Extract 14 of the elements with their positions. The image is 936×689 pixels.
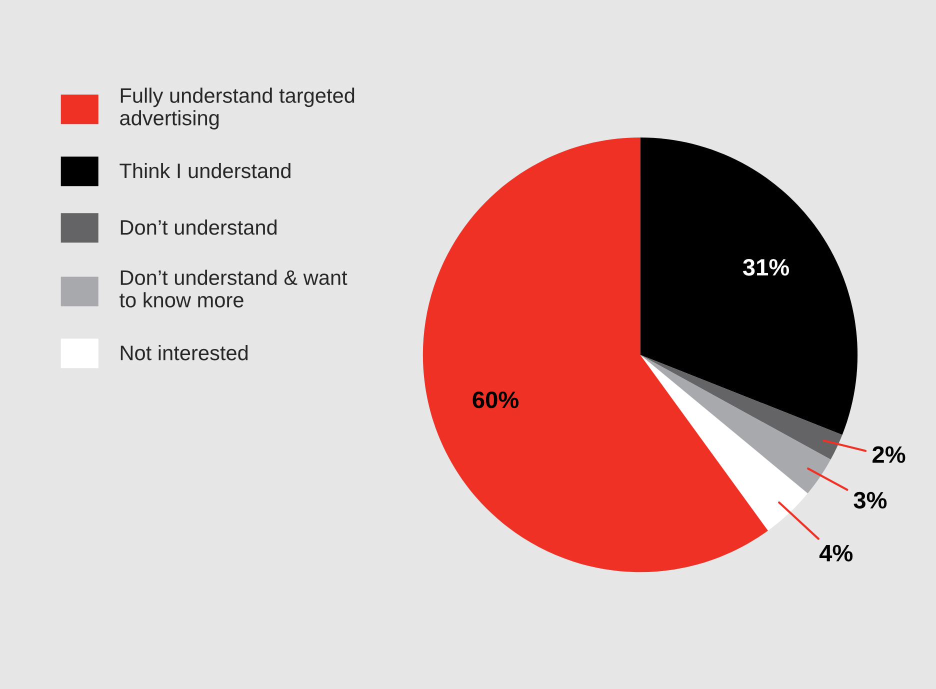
data-label: 60% <box>472 391 519 408</box>
pie-slice <box>640 354 842 460</box>
legend-label: Fully understand targeted advertising <box>120 88 354 130</box>
legend-label: Don’t understand <box>120 220 277 235</box>
pie-slice <box>640 354 831 494</box>
data-label: 3% <box>854 492 887 509</box>
legend-label: Think I understand <box>120 162 290 178</box>
legend-label: Don’t understand & want to know more <box>120 270 348 308</box>
data-label: 31% <box>742 258 790 276</box>
data-label: 4% <box>819 544 853 562</box>
pie-slice <box>640 138 858 435</box>
pie-slice <box>640 354 808 531</box>
legend-label: Not interested <box>120 345 248 360</box>
data-label: 2% <box>872 446 906 463</box>
